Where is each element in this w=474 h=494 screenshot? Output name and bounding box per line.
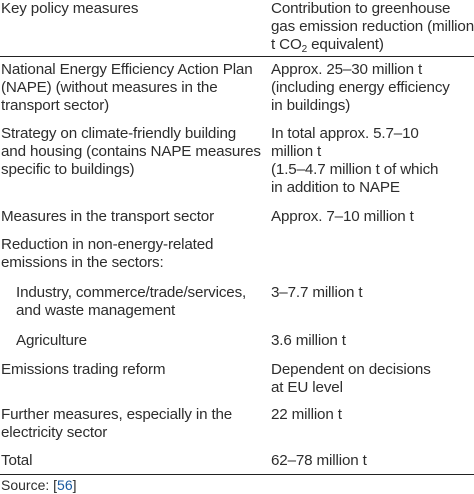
header-rule [0, 56, 474, 57]
header-contribution-subscript: 2 [301, 44, 308, 55]
header-contribution-suffix: equivalent) [307, 36, 384, 53]
header-key-policy-measures: Key policy measures [1, 0, 139, 17]
row-building-value: In total approx. 5.7–10 million t (1.5–4… [271, 125, 439, 196]
bottom-rule [0, 474, 474, 475]
header-contribution: Contribution to greenhouse gas emission … [271, 0, 474, 55]
row-industry-value: 3–7.7 million t [271, 284, 363, 301]
row-agriculture-value: 3.6 million t [271, 332, 346, 349]
source-note: Source: [56] [1, 477, 77, 493]
row-further-measures-value: 22 million t [271, 406, 342, 423]
source-close-bracket: ] [72, 477, 77, 493]
row-transport-value: Approx. 7–10 million t [271, 208, 414, 225]
row-industry-measure: Industry, commerce/trade/services, and w… [16, 284, 247, 319]
row-emissions-trading-measure: Emissions trading reform [1, 361, 166, 378]
row-emissions-trading-value: Dependent on decisions at EU level [271, 361, 431, 396]
row-transport-measure: Measures in the transport sector [1, 208, 214, 225]
row-building-measure: Strategy on climate-friendly building an… [1, 125, 261, 178]
source-reference-link[interactable]: 56 [57, 477, 73, 493]
row-further-measures-measure: Further measures, especially in the elec… [1, 406, 233, 441]
header-contribution-text: Contribution to greenhouse gas emission … [271, 0, 474, 53]
row-agriculture-measure: Agriculture [16, 332, 87, 349]
row-nape-value: Approx. 25–30 million t (including energ… [271, 61, 450, 114]
row-nape-measure: National Energy Efficiency Action Plan (… [1, 61, 253, 114]
row-non-energy-measure: Reduction in non-energy-related emission… [1, 236, 214, 271]
source-label: Source: [ [1, 477, 58, 493]
row-total-value: 62–78 million t [271, 452, 367, 469]
row-total-measure: Total [1, 452, 33, 469]
